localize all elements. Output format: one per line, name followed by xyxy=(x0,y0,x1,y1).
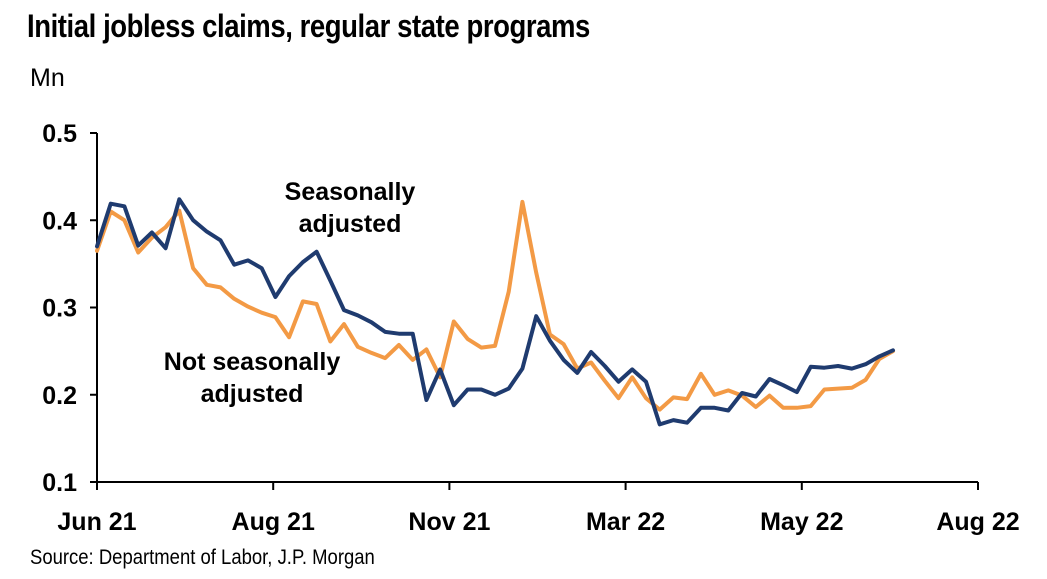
annotation-line: adjusted xyxy=(201,380,304,408)
series-annotations: Seasonally adjusted Not seasonally adjusted xyxy=(164,178,416,408)
x-axis-ticks: Jun 21 Aug 21 Nov 21 Mar 22 May 22 Aug 22 xyxy=(57,482,1020,536)
annotation-seasonally-adjusted: Seasonally adjusted xyxy=(285,178,416,238)
x-tick-label: Aug 21 xyxy=(232,508,315,536)
y-tick-label: 0.3 xyxy=(42,295,77,323)
annotation-line: adjusted xyxy=(299,210,402,238)
x-tick-label: Mar 22 xyxy=(586,508,665,536)
x-tick-label: May 22 xyxy=(760,508,843,536)
x-tick-label: Jun 21 xyxy=(57,508,136,536)
chart-series xyxy=(95,197,895,427)
annotation-not-seasonally-adjusted: Not seasonally adjusted xyxy=(164,348,341,408)
x-tick-label: Nov 21 xyxy=(408,508,490,536)
chart-title: Initial jobless claims, regular state pr… xyxy=(27,8,590,44)
series-line-seasonally-adjusted xyxy=(95,197,895,427)
y-axis-ticks: 0.1 0.2 0.3 0.4 0.5 xyxy=(42,120,97,497)
y-tick-label: 0.4 xyxy=(42,207,77,235)
series-line-not-seasonally-adjusted xyxy=(95,199,895,412)
y-tick-label: 0.1 xyxy=(42,469,77,497)
chart-axes xyxy=(96,133,978,483)
x-tick-label: Aug 22 xyxy=(936,508,1019,536)
line-chart: 0.1 0.2 0.3 0.4 0.5 Jun 21 Aug 21 Nov 21 Mar 22… xyxy=(42,120,1020,536)
source-note: Source: Department of Labor, J.P. Morgan xyxy=(30,546,375,569)
y-axis-unit-label: Mn xyxy=(30,64,65,92)
annotation-line: Seasonally xyxy=(285,178,416,206)
y-tick-label: 0.2 xyxy=(42,382,77,410)
annotation-line: Not seasonally xyxy=(164,348,341,376)
y-tick-label: 0.5 xyxy=(42,120,77,148)
